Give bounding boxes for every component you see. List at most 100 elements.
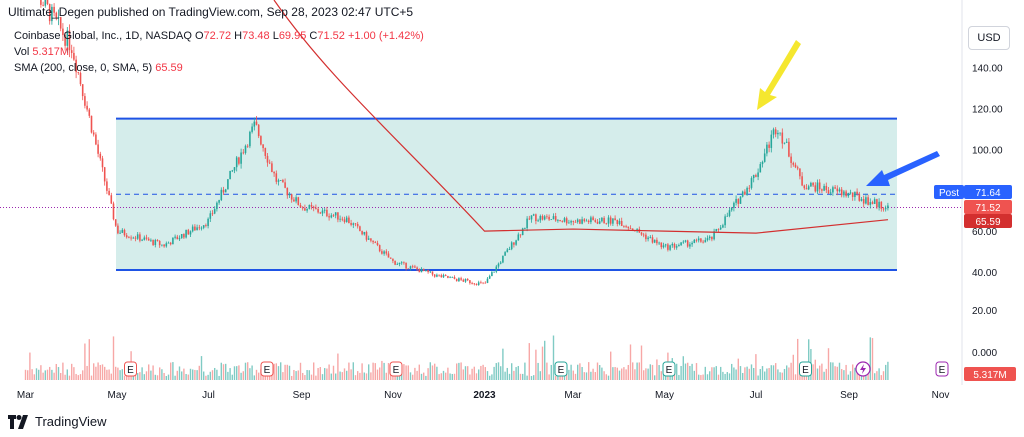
volume-bar xyxy=(438,374,440,380)
candle-body xyxy=(40,0,42,5)
sma-price-value: 65.59 xyxy=(975,217,1000,228)
candle-body xyxy=(365,231,368,240)
volume-bar xyxy=(621,368,623,380)
candle-body xyxy=(477,282,480,285)
volume-bar xyxy=(143,374,145,380)
volume-bar xyxy=(792,354,794,380)
volume-bar xyxy=(198,365,200,380)
volume-bar xyxy=(594,372,596,380)
volume-bar xyxy=(748,368,750,380)
candle-body xyxy=(409,266,412,269)
candle-body xyxy=(290,194,293,200)
candle-body xyxy=(308,205,311,209)
candle-body xyxy=(438,274,440,276)
dividend-marker[interactable] xyxy=(855,361,871,377)
sma-price-label: 65.59 xyxy=(964,214,1012,228)
volume-bar xyxy=(493,366,495,380)
volume-bar xyxy=(405,365,407,380)
volume-bar xyxy=(874,373,876,380)
candle-body xyxy=(44,0,47,6)
volume-bar xyxy=(159,367,161,380)
volume-bar xyxy=(574,373,577,380)
volume-bar xyxy=(759,369,761,380)
volume-bar xyxy=(277,366,280,380)
candle-body xyxy=(117,225,119,234)
candle-body xyxy=(42,4,44,6)
volume-bar xyxy=(614,367,616,380)
volume-bar xyxy=(225,363,227,380)
candle-body xyxy=(114,219,117,226)
volume-bar xyxy=(647,368,649,380)
volume-bar xyxy=(211,370,214,380)
candle-body xyxy=(66,30,69,46)
candle-body xyxy=(693,239,696,243)
candle-body xyxy=(194,226,196,231)
ohlc-open: 72.72 xyxy=(203,30,232,42)
volume-bar xyxy=(189,368,192,380)
blue-arrow xyxy=(866,151,940,186)
candle-body xyxy=(733,202,735,208)
candle-body xyxy=(396,264,399,265)
candle-body xyxy=(557,220,559,221)
candle-body xyxy=(803,185,806,189)
candle-body xyxy=(838,189,841,192)
candle-body xyxy=(598,221,601,224)
blue-arrow-icon xyxy=(866,151,940,186)
currency-button[interactable]: USD xyxy=(968,26,1010,50)
earnings-marker[interactable]: E xyxy=(260,361,274,377)
volume-bar xyxy=(603,371,605,380)
candle-body xyxy=(662,245,665,248)
time-tick-label: Mar xyxy=(564,390,582,401)
candle-body xyxy=(301,207,304,209)
volume-bar xyxy=(517,365,519,380)
candle-body xyxy=(818,182,821,190)
volume-bar xyxy=(852,364,854,380)
candle-body xyxy=(761,161,764,165)
candle-body xyxy=(253,121,256,127)
earnings-marker[interactable]: E xyxy=(554,361,568,377)
earnings-marker[interactable]: E xyxy=(124,361,137,377)
candle-body xyxy=(810,182,812,187)
earnings-marker[interactable]: E xyxy=(799,361,812,377)
volume-bar xyxy=(381,360,383,380)
volume-bar xyxy=(577,364,579,380)
volume-bar xyxy=(744,367,746,380)
candle-body xyxy=(849,192,852,194)
volume-bar xyxy=(519,373,522,380)
candle-body xyxy=(526,218,528,229)
candle-body xyxy=(163,244,165,247)
candle-body xyxy=(90,115,93,133)
candle-body xyxy=(266,155,269,163)
candle-body xyxy=(867,197,869,205)
volume-bar xyxy=(460,362,462,380)
candle-body xyxy=(213,209,216,214)
volume-bar xyxy=(99,364,101,380)
volume-bar xyxy=(387,363,390,380)
earnings-marker[interactable]: E xyxy=(389,361,403,377)
volume-bar xyxy=(530,375,533,380)
candle-body xyxy=(271,163,273,172)
candle-body xyxy=(554,216,557,221)
candle-body xyxy=(233,167,236,171)
candle-body xyxy=(821,189,823,191)
volume-bar xyxy=(869,337,871,380)
candle-body xyxy=(381,251,383,254)
volume-bar xyxy=(284,364,286,380)
candle-body xyxy=(385,251,388,254)
volume-label: 5.317M xyxy=(964,367,1016,381)
tradingview-footer[interactable]: TradingView xyxy=(8,414,107,429)
candle-body xyxy=(319,212,322,214)
candle-body xyxy=(631,228,634,231)
earnings-marker[interactable]: E xyxy=(662,361,676,377)
candle-body xyxy=(752,175,755,179)
volume-bar xyxy=(757,375,759,380)
volume-bar xyxy=(218,375,220,380)
candle-body xyxy=(678,245,680,247)
volume-bar xyxy=(469,374,471,380)
candle-body xyxy=(695,239,698,241)
volume-bar xyxy=(544,340,546,380)
earnings-marker[interactable]: E xyxy=(935,361,949,377)
earnings-marker-box xyxy=(935,361,949,377)
volume-bar xyxy=(258,372,260,380)
volume-bar xyxy=(625,369,627,380)
